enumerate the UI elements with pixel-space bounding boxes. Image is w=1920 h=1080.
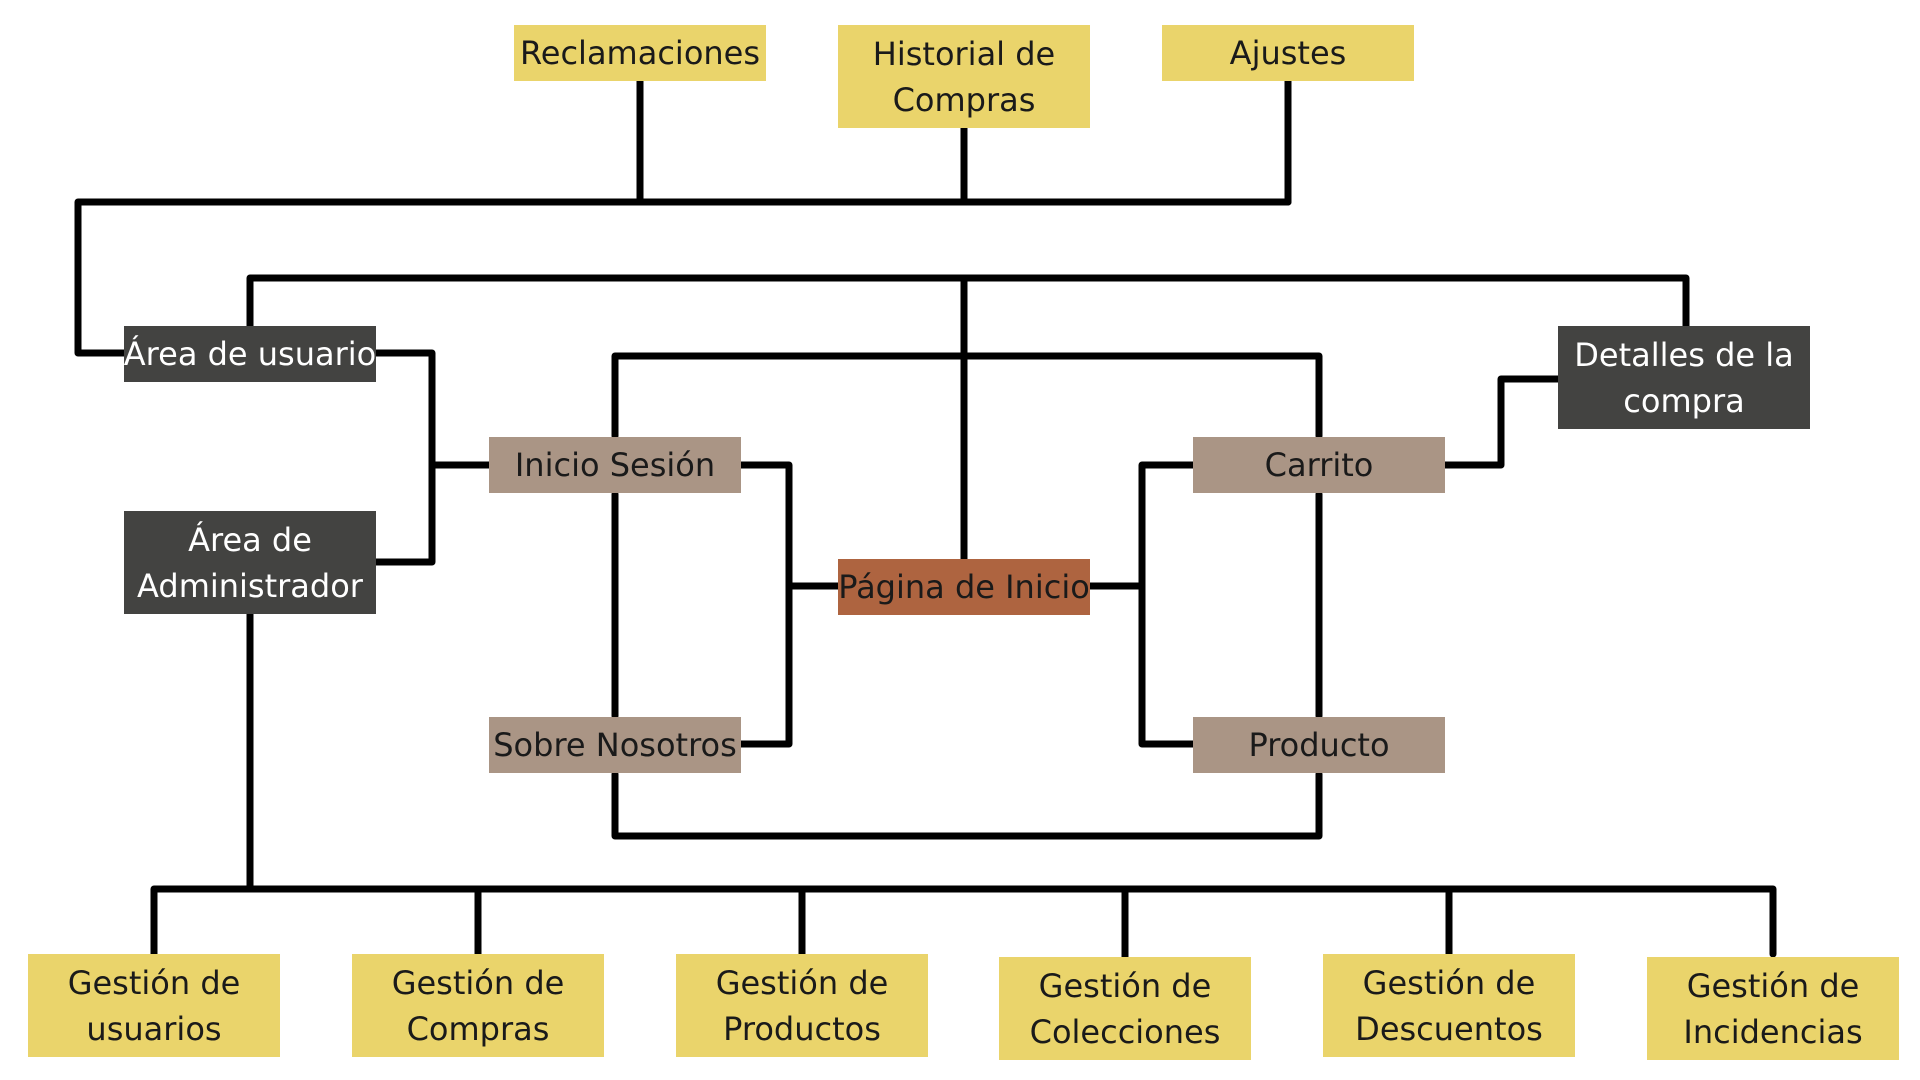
node-gestion-incidencias: Gestión de Incidencias — [1647, 957, 1899, 1060]
node-gestion-productos: Gestión de Productos — [676, 954, 928, 1057]
node-producto: Producto — [1193, 717, 1445, 773]
node-area-usuario: Área de usuario — [124, 326, 376, 382]
node-inicio-sesion: Inicio Sesión — [489, 437, 741, 493]
connector-bottom-bus — [150, 885, 1777, 958]
connector-right-bracket — [1138, 461, 1197, 748]
node-carrito: Carrito — [1193, 437, 1445, 493]
node-gestion-colecciones: Gestión de Colecciones — [999, 957, 1251, 1060]
node-gestion-compras: Gestión de Compras — [352, 954, 604, 1057]
node-gestion-descuentos: Gestión de Descuentos — [1323, 954, 1575, 1057]
node-gestion-usuarios: Gestión de usuarios — [28, 954, 280, 1057]
connector-outer-rect — [611, 352, 1323, 840]
node-ajustes: Ajustes — [1162, 25, 1414, 81]
node-sobre-nosotros: Sobre Nosotros — [489, 717, 741, 773]
node-historial-compras: Historial de Compras — [838, 25, 1090, 128]
node-area-administrador: Área de Administrador — [124, 511, 376, 614]
connector-carrito-detalles — [1441, 375, 1562, 469]
node-pagina-inicio: Página de Inicio — [838, 559, 1090, 615]
node-reclamaciones: Reclamaciones — [514, 25, 766, 81]
connector-upper-bus — [246, 274, 1690, 330]
node-detalles-compra: Detalles de la compra — [1558, 326, 1810, 429]
connector-top-bus — [74, 198, 1292, 357]
connector-usuario-sesion — [371, 349, 436, 566]
connector-left-bracket — [737, 461, 793, 748]
